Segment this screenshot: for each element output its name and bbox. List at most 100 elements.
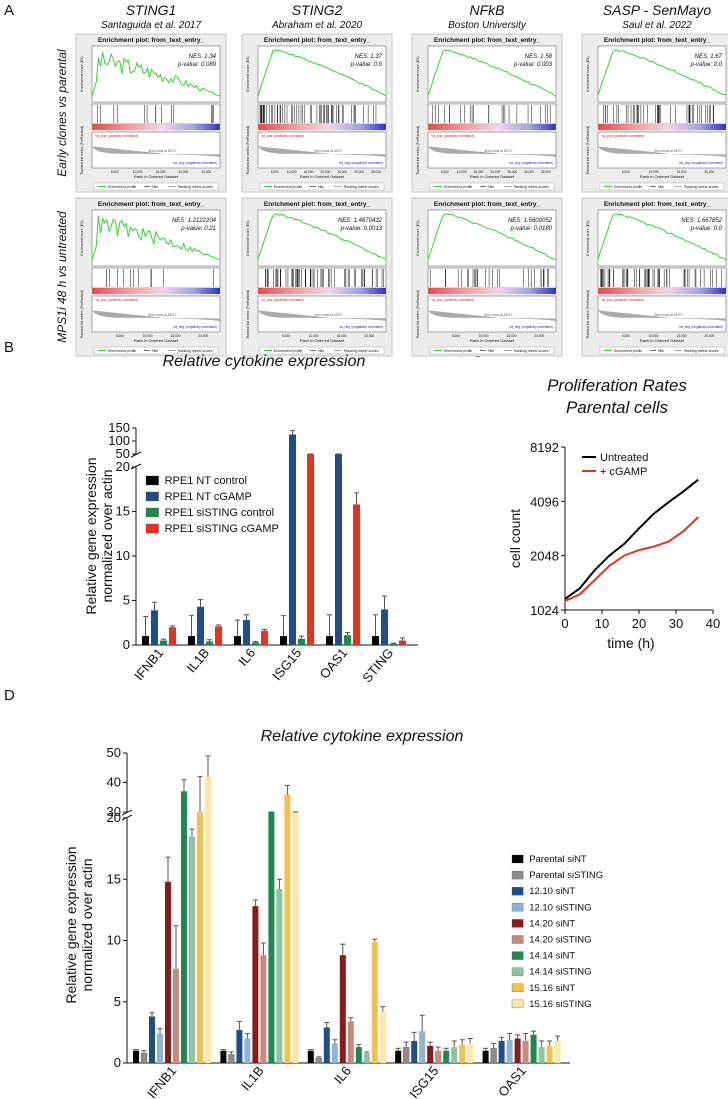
bar <box>419 1031 426 1063</box>
y-tick-label: 100 <box>108 433 130 448</box>
gsea-plot-title: Enrichment plot: from_text_entry_ <box>98 37 205 44</box>
gsea-column-title: NFkB <box>470 2 505 18</box>
y-tick-label: 0 <box>114 1055 121 1070</box>
y-tick-label: 50 <box>107 745 121 760</box>
neg-label: 'na_neg' (negatively correlated) <box>173 325 217 329</box>
legend-label: Parental siSTING <box>529 870 603 881</box>
es-plot-area <box>597 209 727 267</box>
ranking-bar <box>428 288 556 294</box>
ranking-metric-area <box>92 146 220 158</box>
x-axis-label: Rank in Ordered Dataset <box>134 174 179 179</box>
gsea-row-label: Early clones vs parental <box>55 49 69 177</box>
gsea-plot-title: Enrichment plot: from_text_entry_ <box>434 201 541 208</box>
bar <box>451 1047 458 1063</box>
bar <box>514 1038 521 1063</box>
nes-value: NES: 1.34 <box>189 54 217 60</box>
x-tick-label: 10,000 <box>479 334 489 338</box>
gsea-column-subtitle: Boston University <box>448 20 527 31</box>
gsea-column-subtitle: Santaguida et al. 2017 <box>101 20 202 31</box>
x-tick-label: 5,000 <box>271 170 279 174</box>
x-tick-label: 5,000 <box>111 170 119 174</box>
p-value: p-value: 0.0 <box>350 62 383 68</box>
bar <box>339 955 346 1063</box>
y-axis-label: normalized over actin <box>79 858 95 991</box>
bar <box>395 1050 402 1063</box>
x-tick-label: IL6 <box>331 1063 354 1086</box>
x-tick-label: 20 <box>632 616 646 631</box>
x-tick-label: 15,000 <box>171 334 181 338</box>
bar <box>411 1040 418 1063</box>
bar <box>157 1033 163 1063</box>
legend-item: Hits <box>318 185 324 189</box>
y-tick-label: 30 <box>107 804 121 819</box>
legend-item: Enrichment profile <box>108 349 136 353</box>
legend-box <box>599 346 725 355</box>
x-tick-label: 20,000 <box>490 170 500 174</box>
legend-swatch <box>145 507 159 518</box>
x-tick-label: 35,000 <box>371 170 381 174</box>
bar <box>228 1054 235 1064</box>
y-tick-label: 8192 <box>530 440 559 455</box>
zero-label: Zero cross at 18717 <box>314 149 343 153</box>
x-axis-label: Rank in Ordered Dataset <box>470 174 515 179</box>
legend-swatch <box>145 491 159 502</box>
neg-label: 'na_neg' (negatively correlated) <box>509 325 553 329</box>
gsea-plot-title: Enrichment plot: from_text_entry_ <box>98 201 205 208</box>
x-tick-label: 30,000 <box>524 170 534 174</box>
zero-label: Zero cross at 18717 <box>654 313 683 317</box>
y-axis-label: cell count <box>507 509 523 568</box>
x-tick-label: 15,000 <box>507 334 517 338</box>
y-axis-label: Relative gene expression <box>63 846 79 1003</box>
x-tick-label: 25,000 <box>337 170 347 174</box>
bar <box>173 968 179 1063</box>
bar <box>205 776 211 1063</box>
legend-item: Hits <box>658 185 664 189</box>
bar <box>215 626 222 645</box>
x-tick-label: 20,000 <box>179 170 189 174</box>
gsea-plot: Enrichment plot: from_text_entry_ Enrichm… <box>75 33 227 193</box>
rank-axis-label: Ranked list metric (PreRanked) <box>80 290 84 339</box>
gsea-column-subtitle: Abraham et al. 2020 <box>271 20 362 31</box>
bar <box>220 1050 227 1063</box>
enrichment-profile-line <box>427 213 557 261</box>
bar <box>399 640 406 645</box>
legend-label: 15.16 siNT <box>529 983 575 994</box>
bar <box>538 1047 545 1063</box>
x-axis-label: Rank in Ordered Dataset <box>134 338 179 343</box>
legend-box <box>599 182 725 191</box>
bar <box>522 1040 529 1063</box>
legend-label: 12.10 siNT <box>529 886 575 897</box>
es-axis-label: Enrichment score (ES) <box>586 220 590 255</box>
legend-label: Parental siNT <box>529 854 587 865</box>
legend-item: Ranking metric scores <box>178 185 213 189</box>
bar <box>169 627 176 645</box>
x-tick-label: 20,000 <box>704 334 714 338</box>
y-tick-label: 20 <box>116 459 130 474</box>
bar <box>347 1021 354 1063</box>
es-axis-label: Enrichment score (ES) <box>80 220 84 255</box>
x-tick-label: 10,000 <box>143 334 153 338</box>
series-line <box>564 516 699 602</box>
bar <box>326 636 333 645</box>
y-axis-label: normalized over actin <box>99 469 115 602</box>
legend-label: RPE1 NT cGAMP <box>165 491 252 503</box>
bar <box>142 636 149 645</box>
gsea-column-title: STING2 <box>292 2 343 18</box>
y-tick-label: 2048 <box>530 549 559 564</box>
hits-area <box>427 267 557 289</box>
legend-item: Ranking metric scores <box>684 185 719 189</box>
bar <box>371 941 378 1063</box>
bar <box>149 1016 155 1063</box>
legend-label: 14.14 siSTING <box>529 967 591 978</box>
bar <box>243 620 250 645</box>
gsea-column-title: STING1 <box>126 2 177 18</box>
bar <box>244 1038 251 1063</box>
bar <box>280 636 287 645</box>
legend-swatch <box>511 999 524 1009</box>
y-tick-label: 150 <box>108 420 130 435</box>
bar <box>390 643 397 645</box>
legend-box <box>429 182 555 191</box>
legend-item: Enrichment profile <box>444 185 472 189</box>
legend-box <box>93 182 219 191</box>
bar <box>261 630 268 645</box>
